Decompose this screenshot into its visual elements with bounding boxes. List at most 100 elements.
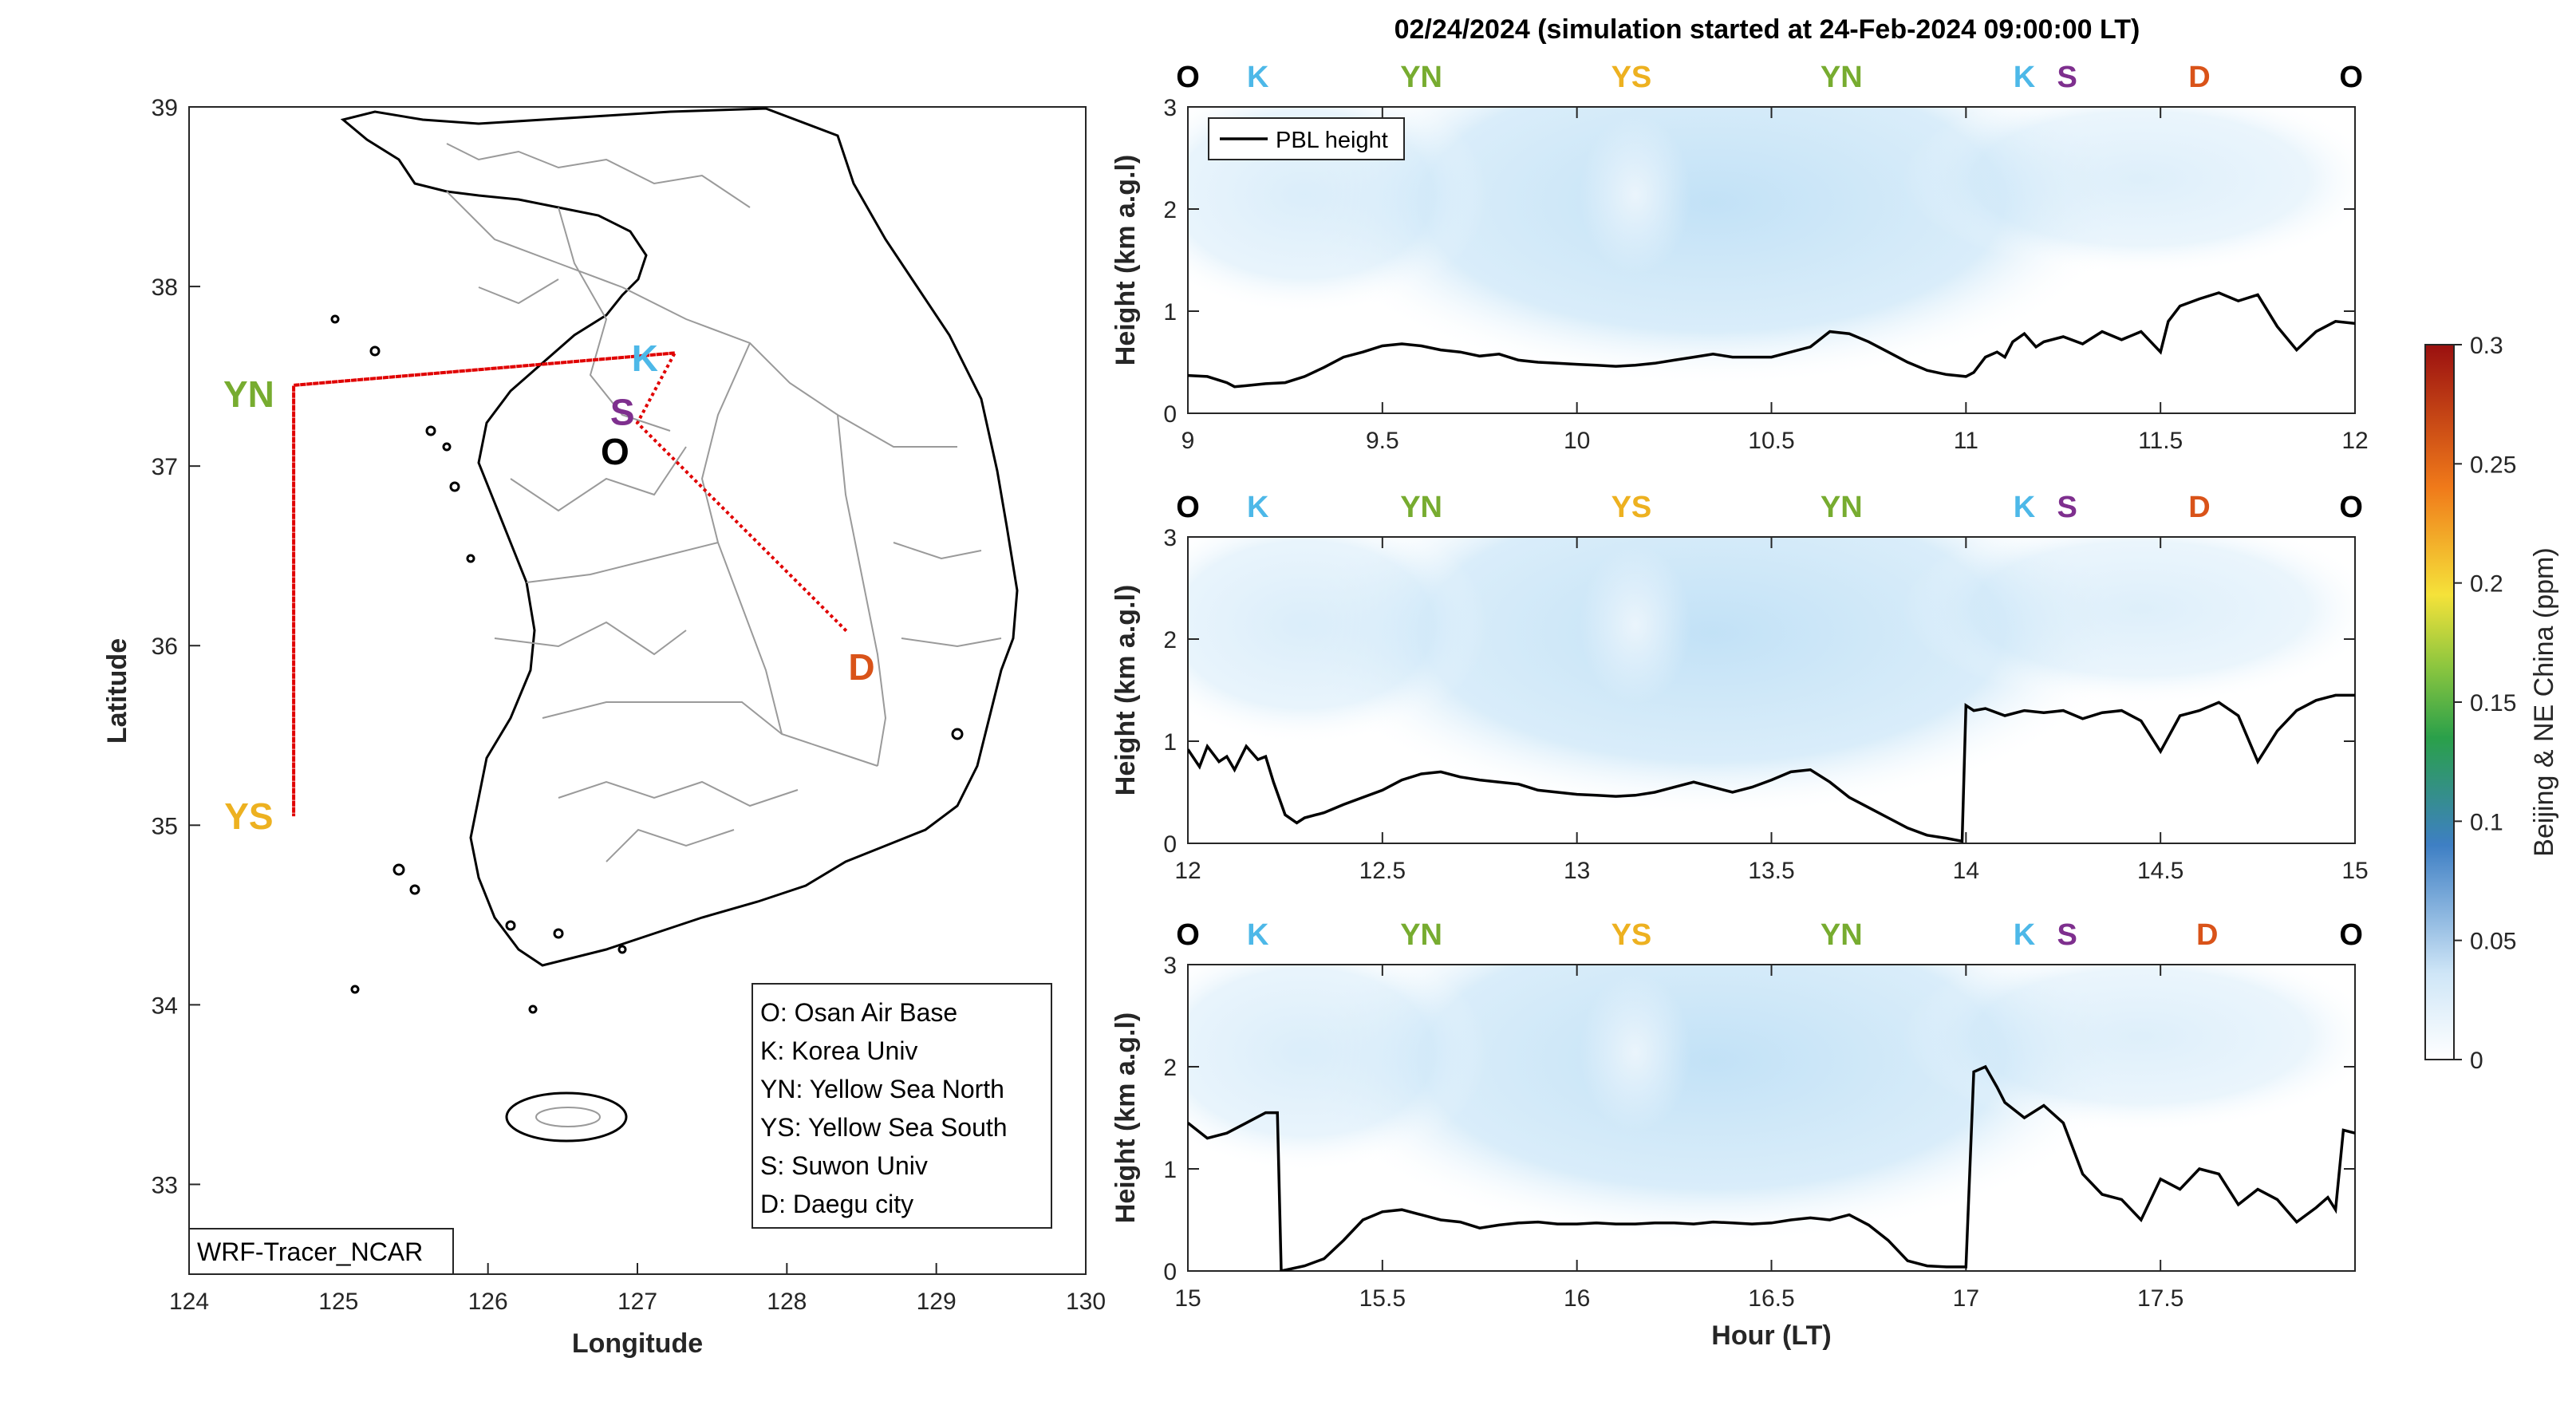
map-site-S: S (610, 392, 635, 433)
site-label-YN: YN (1821, 61, 1863, 94)
panel-3: 15 15.5 16 16.5 17 17.5 0 1 2 3 Height (km a.g.l) H… (1110, 918, 2363, 1351)
panel-ylabel: Height (km a.g.l) (1110, 155, 1141, 365)
islands (330, 314, 964, 1014)
site-label-K: K (1247, 61, 1269, 94)
site-label-YS: YS (1611, 61, 1652, 94)
pbl-line (1188, 1064, 2355, 1271)
site-label-S: S (2057, 918, 2077, 952)
colorbar-tick-label: 0.05 (2470, 929, 2516, 955)
xtick-label: 14 (1953, 858, 1979, 884)
xtick-label: 17.5 (2137, 1285, 2183, 1312)
xtick-label: 17 (1953, 1285, 1979, 1312)
xtick-label: 12.5 (1359, 858, 1406, 884)
map-x-ticks: 124 125 126 127 128 129 130 (169, 1263, 1106, 1315)
figure-title: 02/24/2024 (simulation started at 24-Feb… (1395, 14, 2140, 45)
site-label-O: O (2339, 918, 2363, 952)
shading-plume-left (1188, 537, 1489, 744)
map-xtick-label: 129 (917, 1289, 957, 1315)
colorbar-tick-label: 0.1 (2470, 809, 2503, 835)
province-boundaries (446, 143, 1002, 862)
xtick-label: 13.5 (1748, 858, 1794, 884)
xtick-label: 16 (1564, 1285, 1590, 1312)
shading-plume-right (1901, 537, 2355, 705)
xtick-label: 11.5 (2138, 428, 2183, 454)
route-line (292, 351, 848, 817)
site-label-D: D (2196, 918, 2218, 952)
site-label-S: S (2057, 61, 2077, 94)
pbl-line (1188, 291, 2355, 389)
site-label-K: K (2014, 61, 2036, 94)
site-label-O: O (2339, 61, 2363, 94)
shading-plume-right (1901, 965, 2355, 1132)
ytick-label: 3 (1163, 953, 1177, 979)
ytick-label: 2 (1163, 627, 1177, 653)
map-site-labels: KSO YN YS D (223, 337, 875, 837)
tracer-shading (1188, 537, 2355, 843)
colorbar-tick-label: 0.15 (2470, 690, 2516, 716)
xtick-label: 15 (2341, 858, 2368, 884)
ytick-label: 3 (1163, 95, 1177, 121)
flight-route (292, 351, 848, 817)
shading-hole (1579, 545, 1691, 705)
site-label-O: O (1176, 918, 1200, 952)
colorbar-ticks: 0 0.05 0.1 0.15 0.2 0.25 0.3 (2454, 333, 2516, 1074)
map-ytick-label: 37 (152, 454, 178, 480)
site-label-O: O (2339, 491, 2363, 524)
tracer-shading (1188, 107, 2355, 413)
pbl-legend: PBL height (1208, 117, 1405, 160)
map-legend-box (751, 983, 1052, 1229)
shading-plume-left (1188, 965, 1489, 1172)
panel-xlabel: Hour (LT) (1711, 1320, 1831, 1351)
shading-hole (1579, 115, 1691, 274)
map-y-ticks: 33 34 35 36 37 38 39 (152, 95, 200, 1198)
ytick-label: 0 (1163, 1259, 1177, 1285)
site-label-YN: YN (1821, 491, 1863, 524)
legend-entry-S: S: Suwon Univ (760, 1151, 928, 1180)
map-site-K: K (632, 337, 658, 379)
colorbar: 0 0.05 0.1 0.15 0.2 0.25 0.3 Beijing & NE Chin… (2424, 333, 2559, 1074)
site-label-K: K (1247, 491, 1269, 524)
panel-ylabel: Height (km a.g.l) (1110, 585, 1141, 795)
site-label-YS: YS (1611, 491, 1652, 524)
colorbar-tick-label: 0.2 (2470, 571, 2503, 598)
tracer-shading (1188, 965, 2355, 1271)
map-xtick-label: 127 (617, 1289, 657, 1315)
jeju-inner (535, 1107, 601, 1127)
legend-entry-O: O: Osan Air Base (760, 998, 957, 1027)
site-label-S: S (2057, 491, 2077, 524)
site-label-YS: YS (1611, 918, 1652, 952)
legend-entry-K: K: Korea Univ (760, 1036, 917, 1065)
site-label-K: K (2014, 491, 2036, 524)
colorbar-gradient (2424, 344, 2455, 1060)
shading-hole (1579, 973, 1691, 1132)
ytick-label: 2 (1163, 1055, 1177, 1081)
map-xtick-label: 125 (318, 1289, 358, 1315)
colorbar-label: Beijing & NE China (ppm) (2529, 547, 2559, 856)
map-xtick-label: 130 (1066, 1289, 1106, 1315)
ytick-label: 0 (1163, 401, 1177, 428)
xtick-label: 11 (1954, 428, 1978, 454)
legend-entry-YN: YN: Yellow Sea North (760, 1075, 1004, 1103)
site-label-YN: YN (1400, 918, 1442, 952)
colorbar-tick-label: 0 (2470, 1048, 2483, 1074)
map-xlabel: Longitude (572, 1328, 703, 1359)
site-label-YN: YN (1821, 918, 1863, 952)
map-xtick-label: 128 (767, 1289, 807, 1315)
map-ytick-label: 38 (152, 274, 178, 301)
legend-entry-D: D: Daegu city (760, 1190, 913, 1218)
xtick-label: 14.5 (2137, 858, 2183, 884)
site-label-O: O (1176, 61, 1200, 94)
model-label-box (188, 1228, 454, 1275)
xtick-label: 15.5 (1359, 1285, 1406, 1312)
site-label-K: K (1247, 918, 1269, 952)
pbl-line (1188, 693, 2355, 843)
legend-entry-YS: YS: Yellow Sea South (760, 1113, 1008, 1142)
site-label-D: D (2188, 61, 2210, 94)
site-label-D: D (2188, 491, 2210, 524)
xtick-label: 9.5 (1366, 428, 1399, 454)
jeju-island (505, 1091, 628, 1143)
map-ytick-label: 33 (152, 1172, 178, 1198)
